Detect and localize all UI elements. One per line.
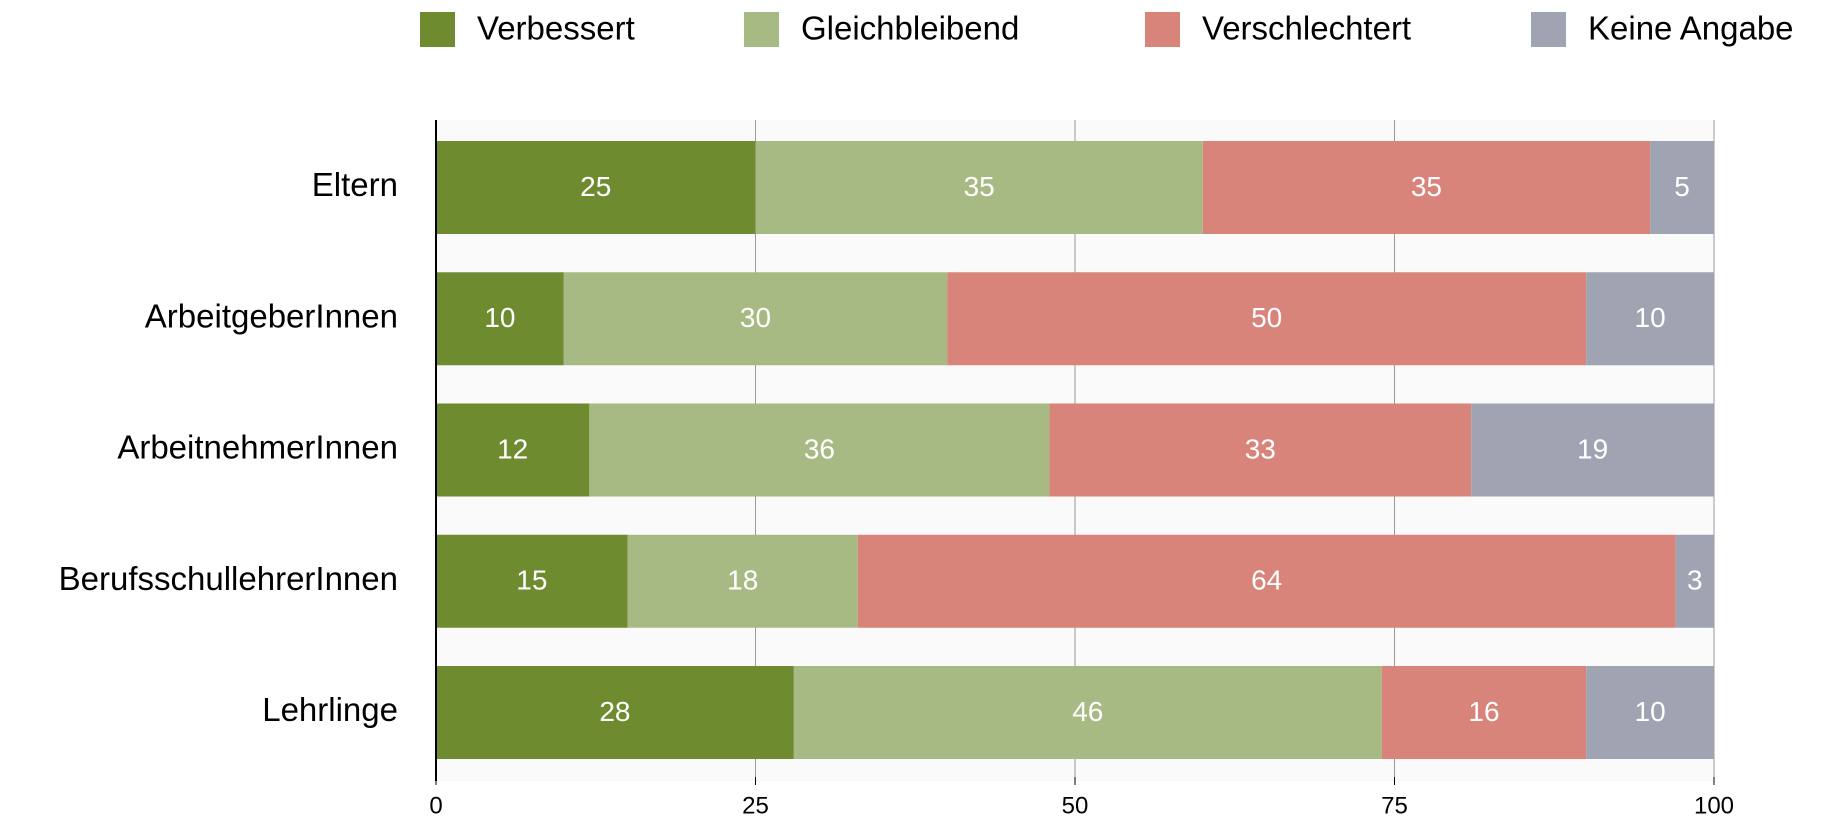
bar-segment bbox=[589, 403, 1050, 497]
data-label: 3 bbox=[1687, 565, 1703, 596]
y-tick-label: BerufsschullehrerInnen bbox=[59, 560, 398, 597]
x-tick-label: 25 bbox=[742, 792, 769, 819]
bar-segment bbox=[755, 141, 1203, 234]
legend-label: Verbessert bbox=[477, 10, 635, 47]
bar-segment bbox=[1650, 141, 1714, 234]
x-tick-label: 50 bbox=[1062, 792, 1089, 819]
data-label: 18 bbox=[727, 565, 758, 596]
data-label: 33 bbox=[1245, 433, 1276, 464]
x-tick-label: 100 bbox=[1694, 792, 1734, 819]
bar-segment bbox=[436, 534, 628, 628]
legend-swatch bbox=[1531, 12, 1566, 47]
bar-segment bbox=[1471, 403, 1714, 497]
legend-label: Keine Angabe bbox=[1588, 10, 1794, 47]
bar-segment bbox=[793, 666, 1382, 759]
data-label: 25 bbox=[580, 171, 611, 202]
data-label: 10 bbox=[1635, 696, 1666, 727]
legend-label: Gleichbleibend bbox=[801, 10, 1019, 47]
bar-segment bbox=[857, 534, 1676, 628]
bar-segment bbox=[1381, 666, 1587, 759]
bar-segment bbox=[436, 403, 590, 497]
data-label: 16 bbox=[1468, 696, 1499, 727]
data-label: 35 bbox=[1411, 171, 1442, 202]
bar-segment bbox=[627, 534, 858, 628]
data-label: 30 bbox=[740, 302, 771, 333]
data-label: 28 bbox=[599, 696, 630, 727]
bar-segment bbox=[1202, 141, 1651, 234]
data-label: 36 bbox=[804, 433, 835, 464]
y-tick-label: Lehrlinge bbox=[262, 691, 398, 728]
data-label: 10 bbox=[484, 302, 515, 333]
bar-segment bbox=[1675, 534, 1714, 628]
data-label: 12 bbox=[497, 433, 528, 464]
bar-segment bbox=[436, 141, 756, 234]
legend-label: Verschlechtert bbox=[1202, 10, 1411, 47]
data-label: 64 bbox=[1251, 565, 1282, 596]
bar-segment bbox=[1049, 403, 1472, 497]
legend-swatch bbox=[420, 12, 455, 47]
legend-swatch bbox=[1145, 12, 1180, 47]
data-label: 10 bbox=[1635, 302, 1666, 333]
data-label: 50 bbox=[1251, 302, 1282, 333]
y-tick-label: ArbeitnehmerInnen bbox=[117, 429, 398, 466]
bar-segment bbox=[947, 272, 1587, 366]
bar-segment bbox=[563, 272, 948, 366]
data-label: 35 bbox=[964, 171, 995, 202]
y-tick-label: Eltern bbox=[312, 166, 398, 203]
bar-segment bbox=[1586, 666, 1714, 759]
data-label: 15 bbox=[516, 565, 547, 596]
data-label: 46 bbox=[1072, 696, 1103, 727]
x-tick-label: 75 bbox=[1381, 792, 1408, 819]
bar-segment bbox=[436, 272, 564, 366]
bar-segment bbox=[1586, 272, 1714, 366]
bar-segment bbox=[436, 666, 794, 759]
data-label: 5 bbox=[1674, 171, 1690, 202]
x-tick-label: 0 bbox=[429, 792, 442, 819]
legend-swatch bbox=[744, 12, 779, 47]
y-tick-label: ArbeitgeberInnen bbox=[145, 297, 398, 334]
data-label: 19 bbox=[1577, 433, 1608, 464]
